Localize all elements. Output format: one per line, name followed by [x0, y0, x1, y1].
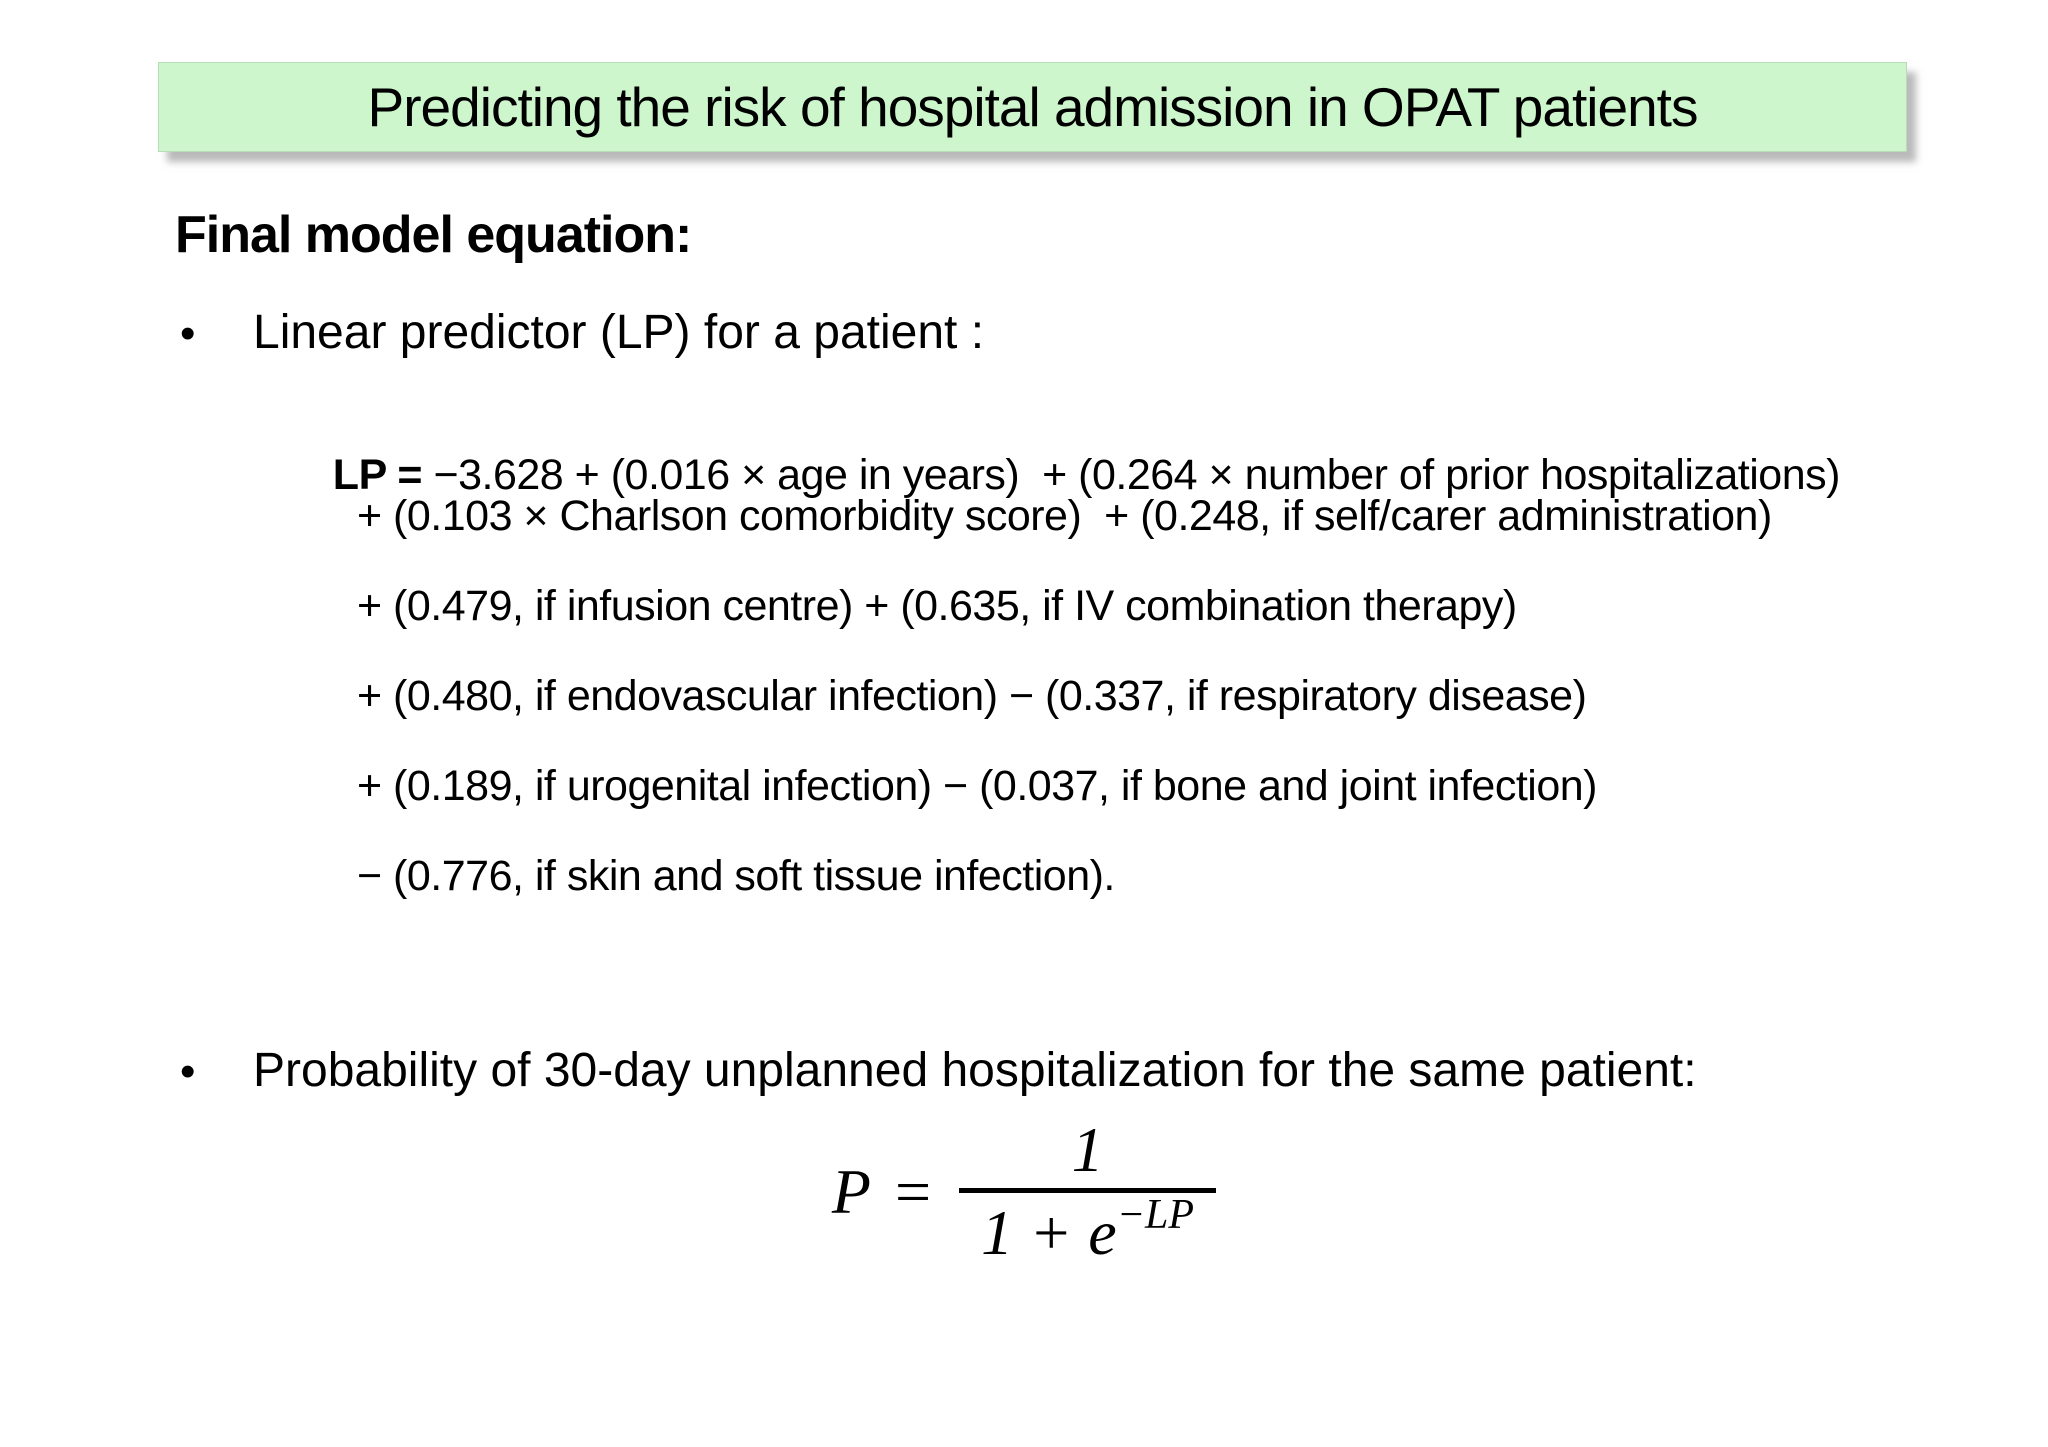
bullet-linear-predictor: • Linear predictor (LP) for a patient : — [180, 305, 984, 363]
slide-title: Predicting the risk of hospital admissio… — [367, 76, 1699, 138]
bullet-probability: • Probability of 30-day unplanned hospit… — [180, 1043, 1697, 1101]
equation-line-5: + (0.189, if urogenital infection) − (0.… — [357, 762, 1597, 810]
lp-label: LP = — [332, 451, 434, 499]
equation-line-2: + (0.103 × Charlson comorbidity score) +… — [357, 492, 1772, 540]
formula-fraction: 1 1 + e−LP — [959, 1114, 1217, 1268]
bullet-dot-icon: • — [180, 309, 196, 358]
bullet-probability-label: Probability of 30-day unplanned hospital… — [253, 1044, 1697, 1097]
formula-denominator: 1 + e−LP — [959, 1188, 1217, 1268]
formula-exponent: −LP — [1116, 1192, 1195, 1238]
formula-lhs: P — [831, 1155, 872, 1227]
equation-line-6: − (0.776, if skin and soft tissue infect… — [357, 852, 1115, 900]
bullet-dot-icon: • — [180, 1047, 196, 1096]
equation-line-1-text: −3.628 + (0.016 × age in years) + (0.264… — [433, 451, 1840, 499]
section-heading: Final model equation: — [175, 206, 692, 264]
equation-line-4: + (0.480, if endovascular infection) − (… — [357, 672, 1587, 720]
equation-line-3: + (0.479, if infusion centre) + (0.635, … — [357, 582, 1517, 630]
bullet-linear-predictor-label: Linear predictor (LP) for a patient : — [253, 306, 985, 359]
formula-numerator: 1 — [1071, 1114, 1104, 1185]
title-banner: Predicting the risk of hospital admissio… — [158, 62, 1907, 152]
probability-formula: P = 1 1 + e−LP — [0, 1118, 2048, 1265]
formula-denominator-base: 1 + e — [981, 1197, 1117, 1268]
equation-line-1: LP = −3.628 + (0.016 × age in years) + (… — [287, 402, 1841, 549]
formula-equals: = — [895, 1155, 932, 1227]
